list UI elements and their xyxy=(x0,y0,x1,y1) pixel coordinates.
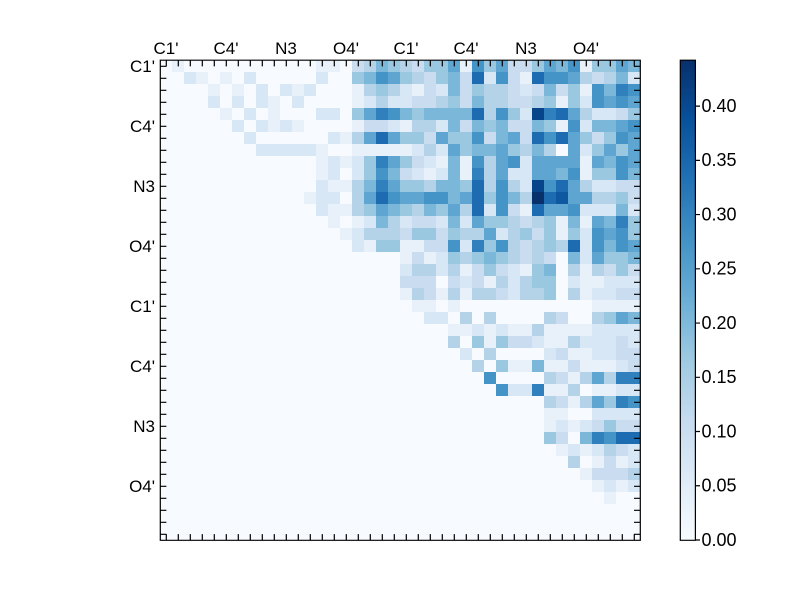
svg-text:O4': O4' xyxy=(573,39,599,58)
svg-text:0.25: 0.25 xyxy=(702,259,737,279)
svg-text:O4': O4' xyxy=(333,39,359,58)
svg-text:C1': C1' xyxy=(130,297,155,316)
svg-text:C1': C1' xyxy=(394,39,419,58)
svg-text:0.00: 0.00 xyxy=(702,530,737,550)
svg-text:C4': C4' xyxy=(214,39,239,58)
svg-text:C4': C4' xyxy=(130,357,155,376)
svg-text:0.30: 0.30 xyxy=(702,204,737,224)
svg-text:N3: N3 xyxy=(515,39,537,58)
svg-text:C4': C4' xyxy=(130,117,155,136)
svg-text:0.35: 0.35 xyxy=(702,150,737,170)
svg-text:0.05: 0.05 xyxy=(702,476,737,496)
svg-text:O4': O4' xyxy=(129,477,155,496)
svg-text:N3: N3 xyxy=(275,39,297,58)
svg-text:C1': C1' xyxy=(130,57,155,76)
svg-text:0.10: 0.10 xyxy=(702,421,737,441)
svg-text:0.20: 0.20 xyxy=(702,313,737,333)
svg-text:N3: N3 xyxy=(133,417,155,436)
svg-text:C1': C1' xyxy=(154,39,179,58)
svg-text:0.40: 0.40 xyxy=(702,96,737,116)
svg-text:O4': O4' xyxy=(129,237,155,256)
svg-text:N3: N3 xyxy=(133,177,155,196)
svg-text:0.15: 0.15 xyxy=(702,367,737,387)
svg-text:C4': C4' xyxy=(454,39,479,58)
